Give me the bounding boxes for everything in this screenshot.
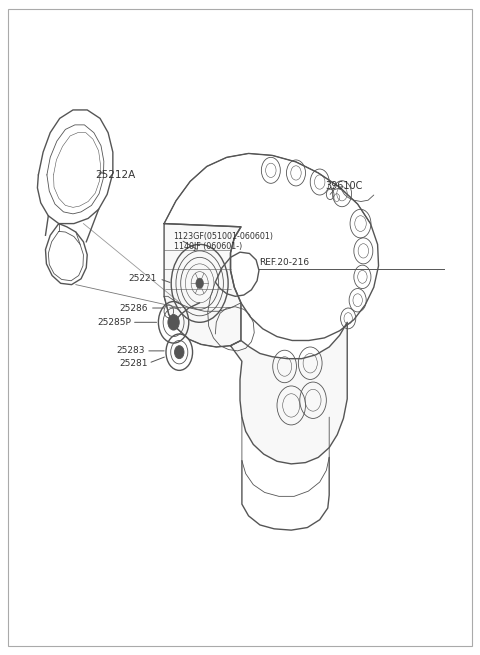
Text: 25283: 25283	[117, 346, 145, 356]
Text: 39610C: 39610C	[325, 181, 363, 191]
Circle shape	[175, 346, 184, 359]
Text: 1123GF(051001-060601): 1123GF(051001-060601)	[174, 232, 274, 241]
Text: 25212A: 25212A	[96, 170, 135, 180]
Circle shape	[196, 278, 204, 289]
Text: 25286: 25286	[119, 303, 147, 312]
Circle shape	[168, 314, 179, 330]
Text: 25285P: 25285P	[97, 318, 131, 327]
Text: 25281: 25281	[119, 359, 147, 367]
Polygon shape	[230, 322, 347, 464]
Text: 25221: 25221	[129, 274, 157, 284]
Polygon shape	[164, 223, 241, 347]
Text: 1140JF (060601-): 1140JF (060601-)	[174, 242, 242, 251]
Text: REF.20-216: REF.20-216	[259, 258, 309, 267]
